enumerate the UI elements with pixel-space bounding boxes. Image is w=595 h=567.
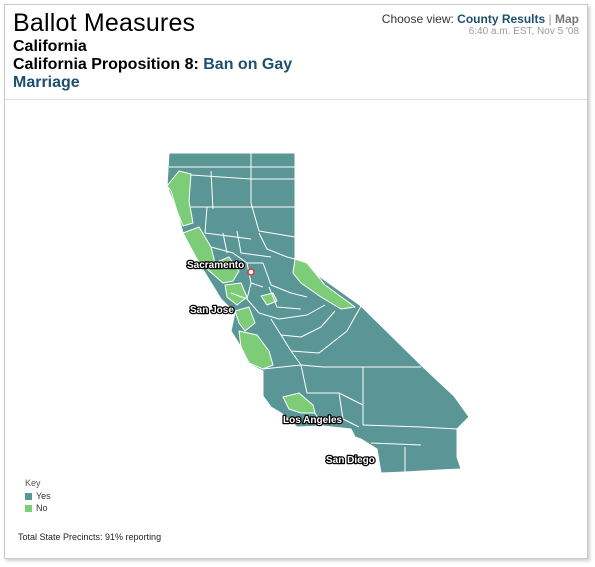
no-swatch [25,504,32,512]
results-panel: Ballot Measures California California Pr… [4,4,588,559]
key-heading: Key [25,478,41,488]
county-results-link[interactable]: County Results [457,12,546,26]
key-label-yes: Yes [36,491,51,501]
city-label-los-angeles: Los Angeles [283,415,343,426]
map-key: Key Yes No [25,478,51,514]
proposition-title: California Proposition 8: Ban on Gay Mar… [13,56,353,92]
city-label-sacramento: Sacramento [187,260,244,271]
city-label-san-jose: San Jose [190,305,234,316]
key-item-yes: Yes [25,490,51,502]
county-shape[interactable] [292,258,356,310]
city-label-san-diego: San Diego [326,455,375,466]
county-shape[interactable] [166,170,194,227]
page-title: Ballot Measures [13,9,196,37]
key-label-no: No [36,503,48,513]
state-name: California [13,38,87,55]
precincts-reporting: Total State Precincts: 91% reporting [18,532,162,542]
county-shape[interactable] [234,306,256,332]
county-shape[interactable] [206,256,240,284]
proposition-link[interactable]: Ban on Gay Marriage [13,56,293,91]
county-shape[interactable] [166,152,470,474]
proposition-prefix: California Proposition 8: [13,56,199,73]
choose-view-label: Choose view: [381,12,454,26]
key-item-no: No [25,502,51,514]
california-county-map: Sacramento San Jose Los Angeles San Dieg… [166,152,470,474]
county-shape[interactable] [224,282,248,306]
sacramento-marker[interactable] [247,268,255,276]
view-separator: | [548,12,552,26]
view-switcher: Choose view: County Results | Map [382,12,579,26]
timestamp: 6:40 a.m. EST, Nov 5 '08 [468,26,579,37]
header: Ballot Measures California California Pr… [5,5,587,100]
yes-swatch [25,492,32,500]
map-view-link[interactable]: Map [555,12,579,26]
county-shape[interactable] [238,330,274,370]
